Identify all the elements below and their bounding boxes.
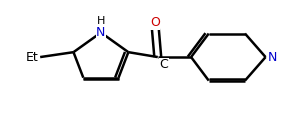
Text: H: H <box>97 16 105 26</box>
Text: N: N <box>96 26 105 39</box>
Text: O: O <box>150 16 160 29</box>
Text: Et: Et <box>25 51 38 64</box>
Text: C: C <box>160 58 168 71</box>
Text: N: N <box>268 51 277 64</box>
